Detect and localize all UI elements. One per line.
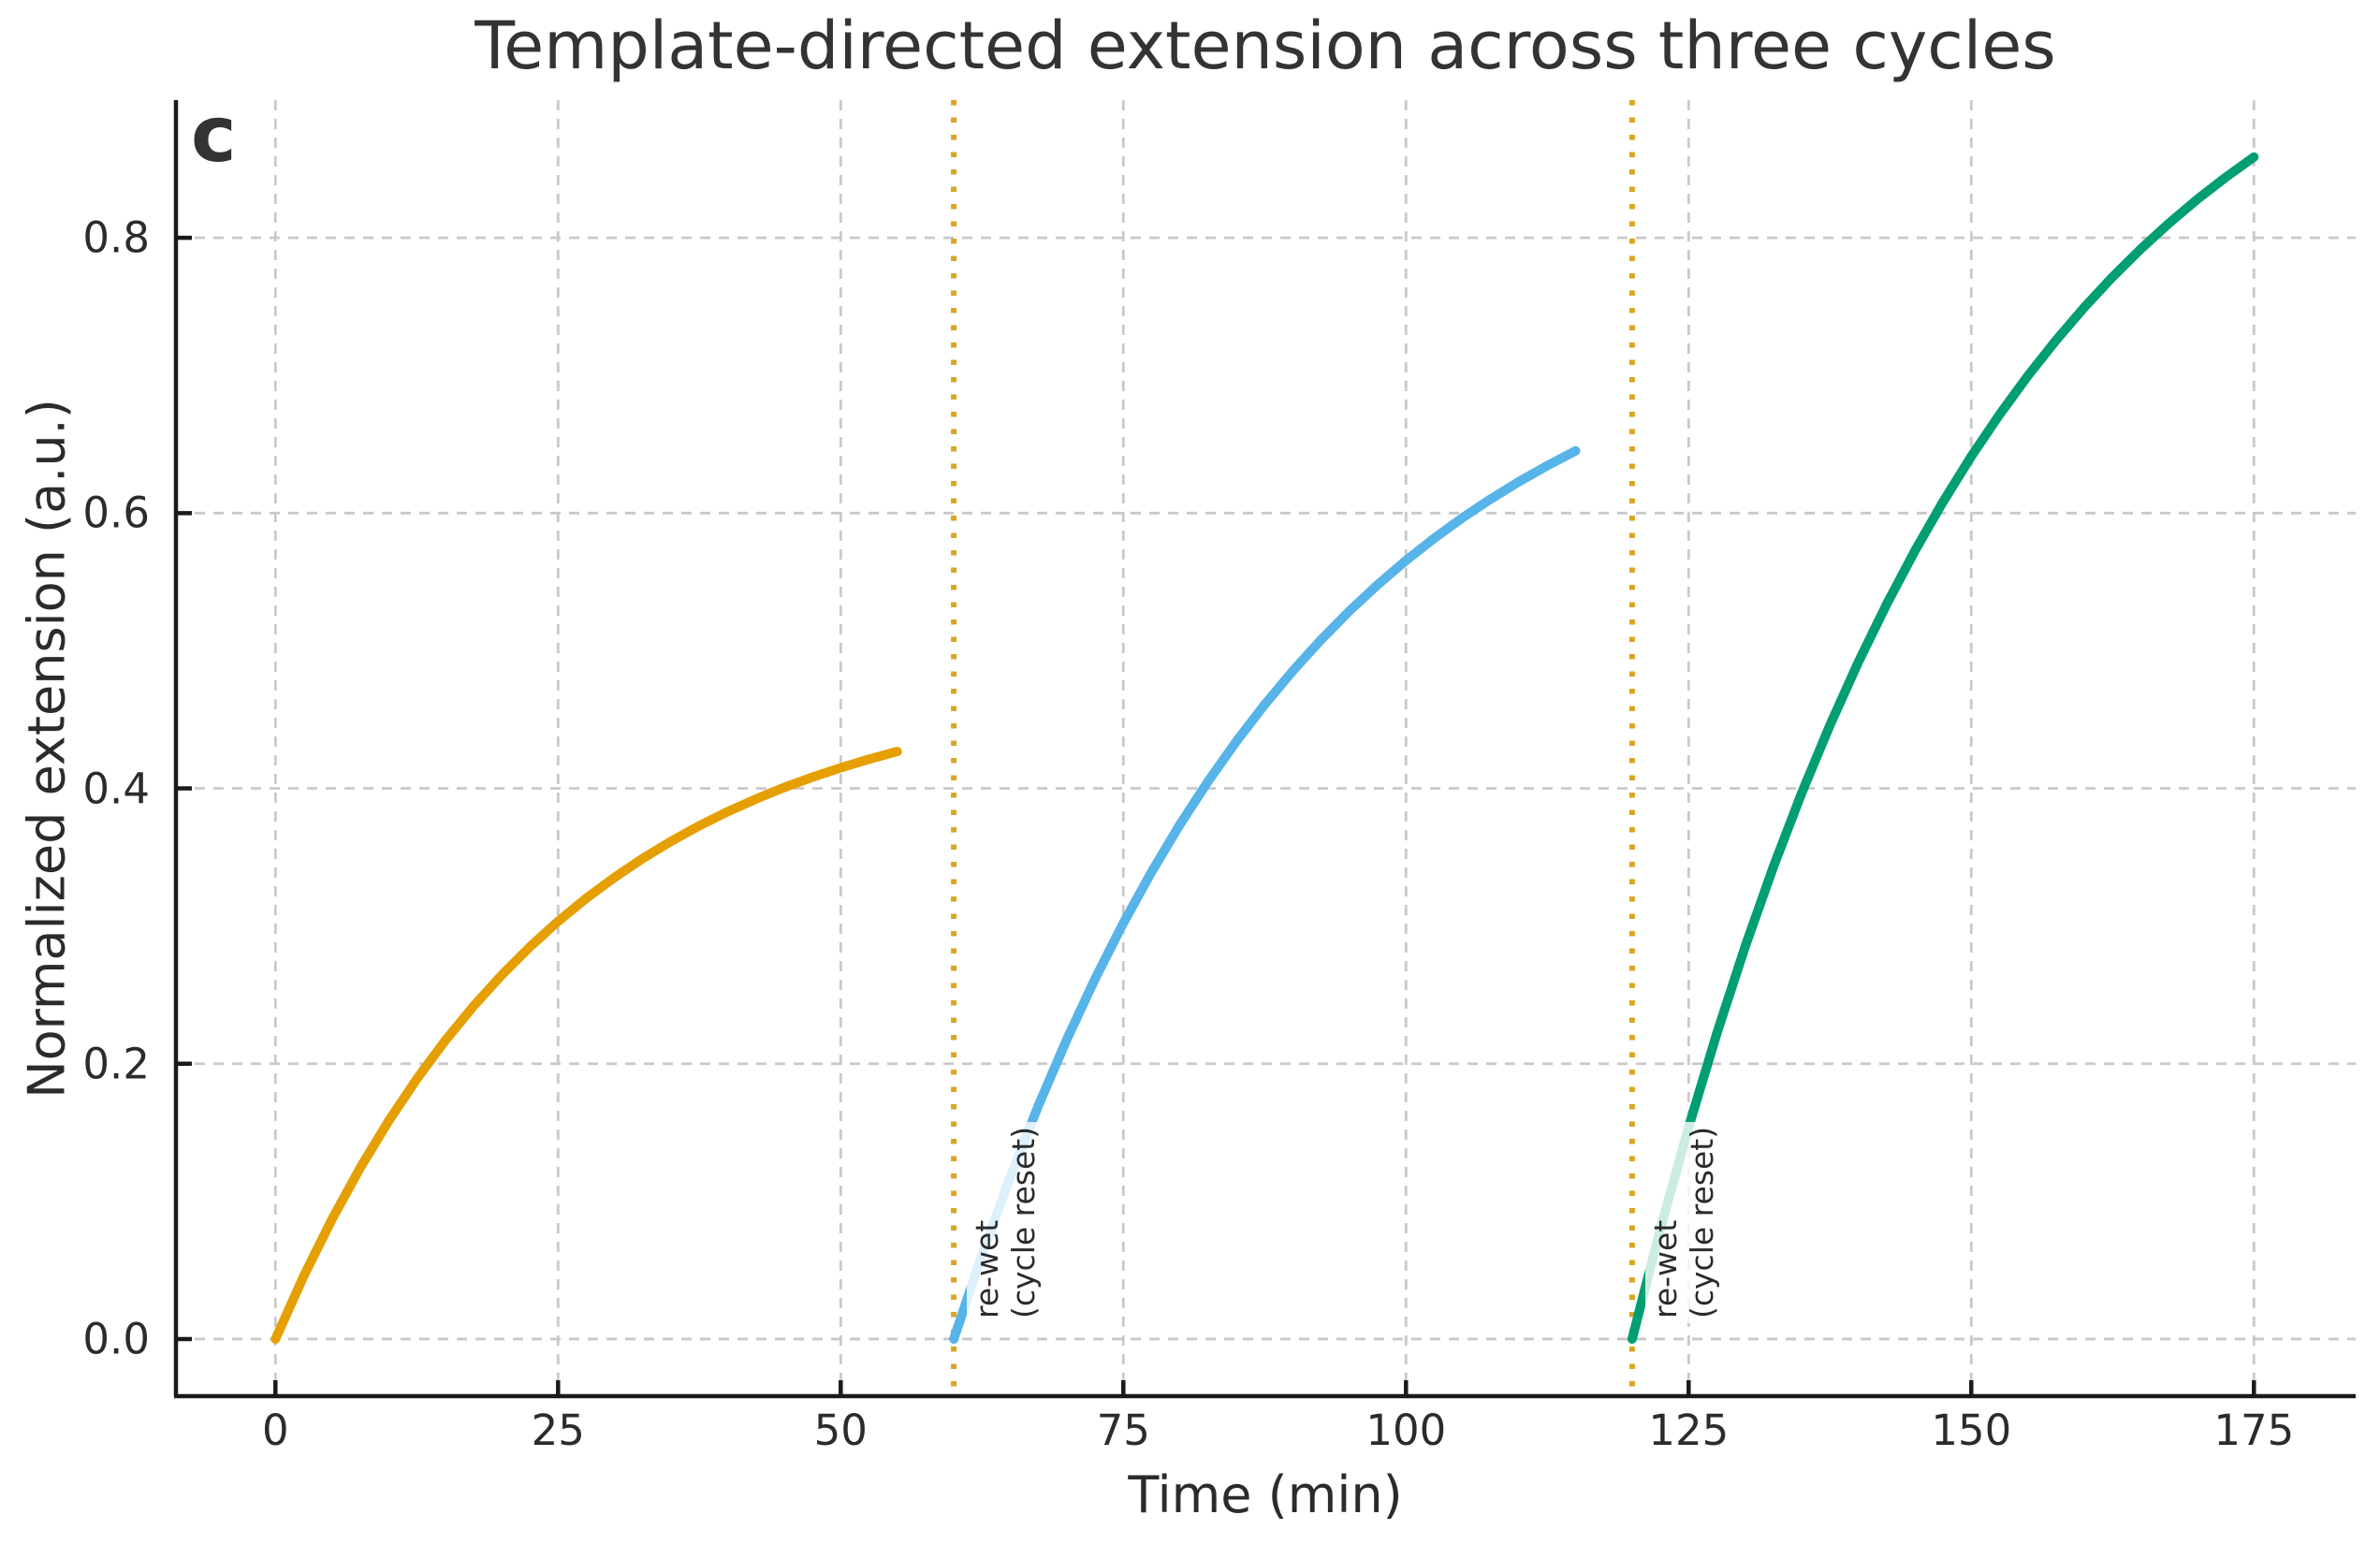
x-tick-label: 125 <box>1648 1406 1730 1455</box>
y-tick-label: 0.4 <box>82 764 150 814</box>
y-tick-label: 0.0 <box>82 1314 150 1364</box>
series-curve-cycle-3 <box>1627 152 2259 1344</box>
x-tick-label: 75 <box>1096 1406 1150 1455</box>
rewet-annotation-label-line: (cycle reset) <box>1005 1126 1043 1318</box>
series-curve-cycle-2 <box>949 445 1581 1344</box>
rewet-annotation-label-line: re-wet <box>1646 1219 1684 1318</box>
x-tick-label: 150 <box>1931 1406 2012 1455</box>
chart-title: Template-directed extension across three… <box>475 7 2056 84</box>
x-tick-label: 0 <box>261 1406 289 1455</box>
x-tick-label: 100 <box>1365 1406 1447 1455</box>
x-tick-label: 50 <box>813 1406 868 1455</box>
rewet-annotation-label-line: re-wet <box>969 1219 1006 1318</box>
panel-label: c <box>191 91 237 180</box>
series-curve-cycle-1 <box>270 747 902 1344</box>
y-tick-label: 0.6 <box>82 488 150 538</box>
x-axis-label: Time (min) <box>1128 1465 1403 1524</box>
x-tick-label: 25 <box>531 1406 585 1455</box>
y-tick-label: 0.8 <box>82 212 150 263</box>
y-tick-label: 0.2 <box>82 1039 150 1089</box>
rewet-annotation-label: re-wet (cycle reset) <box>967 1121 1045 1323</box>
rewet-annotation-label-line: (cycle reset) <box>1683 1126 1720 1318</box>
x-tick-label: 175 <box>2213 1406 2295 1455</box>
rewet-annotation-label: re-wet (cycle reset) <box>1644 1121 1724 1323</box>
